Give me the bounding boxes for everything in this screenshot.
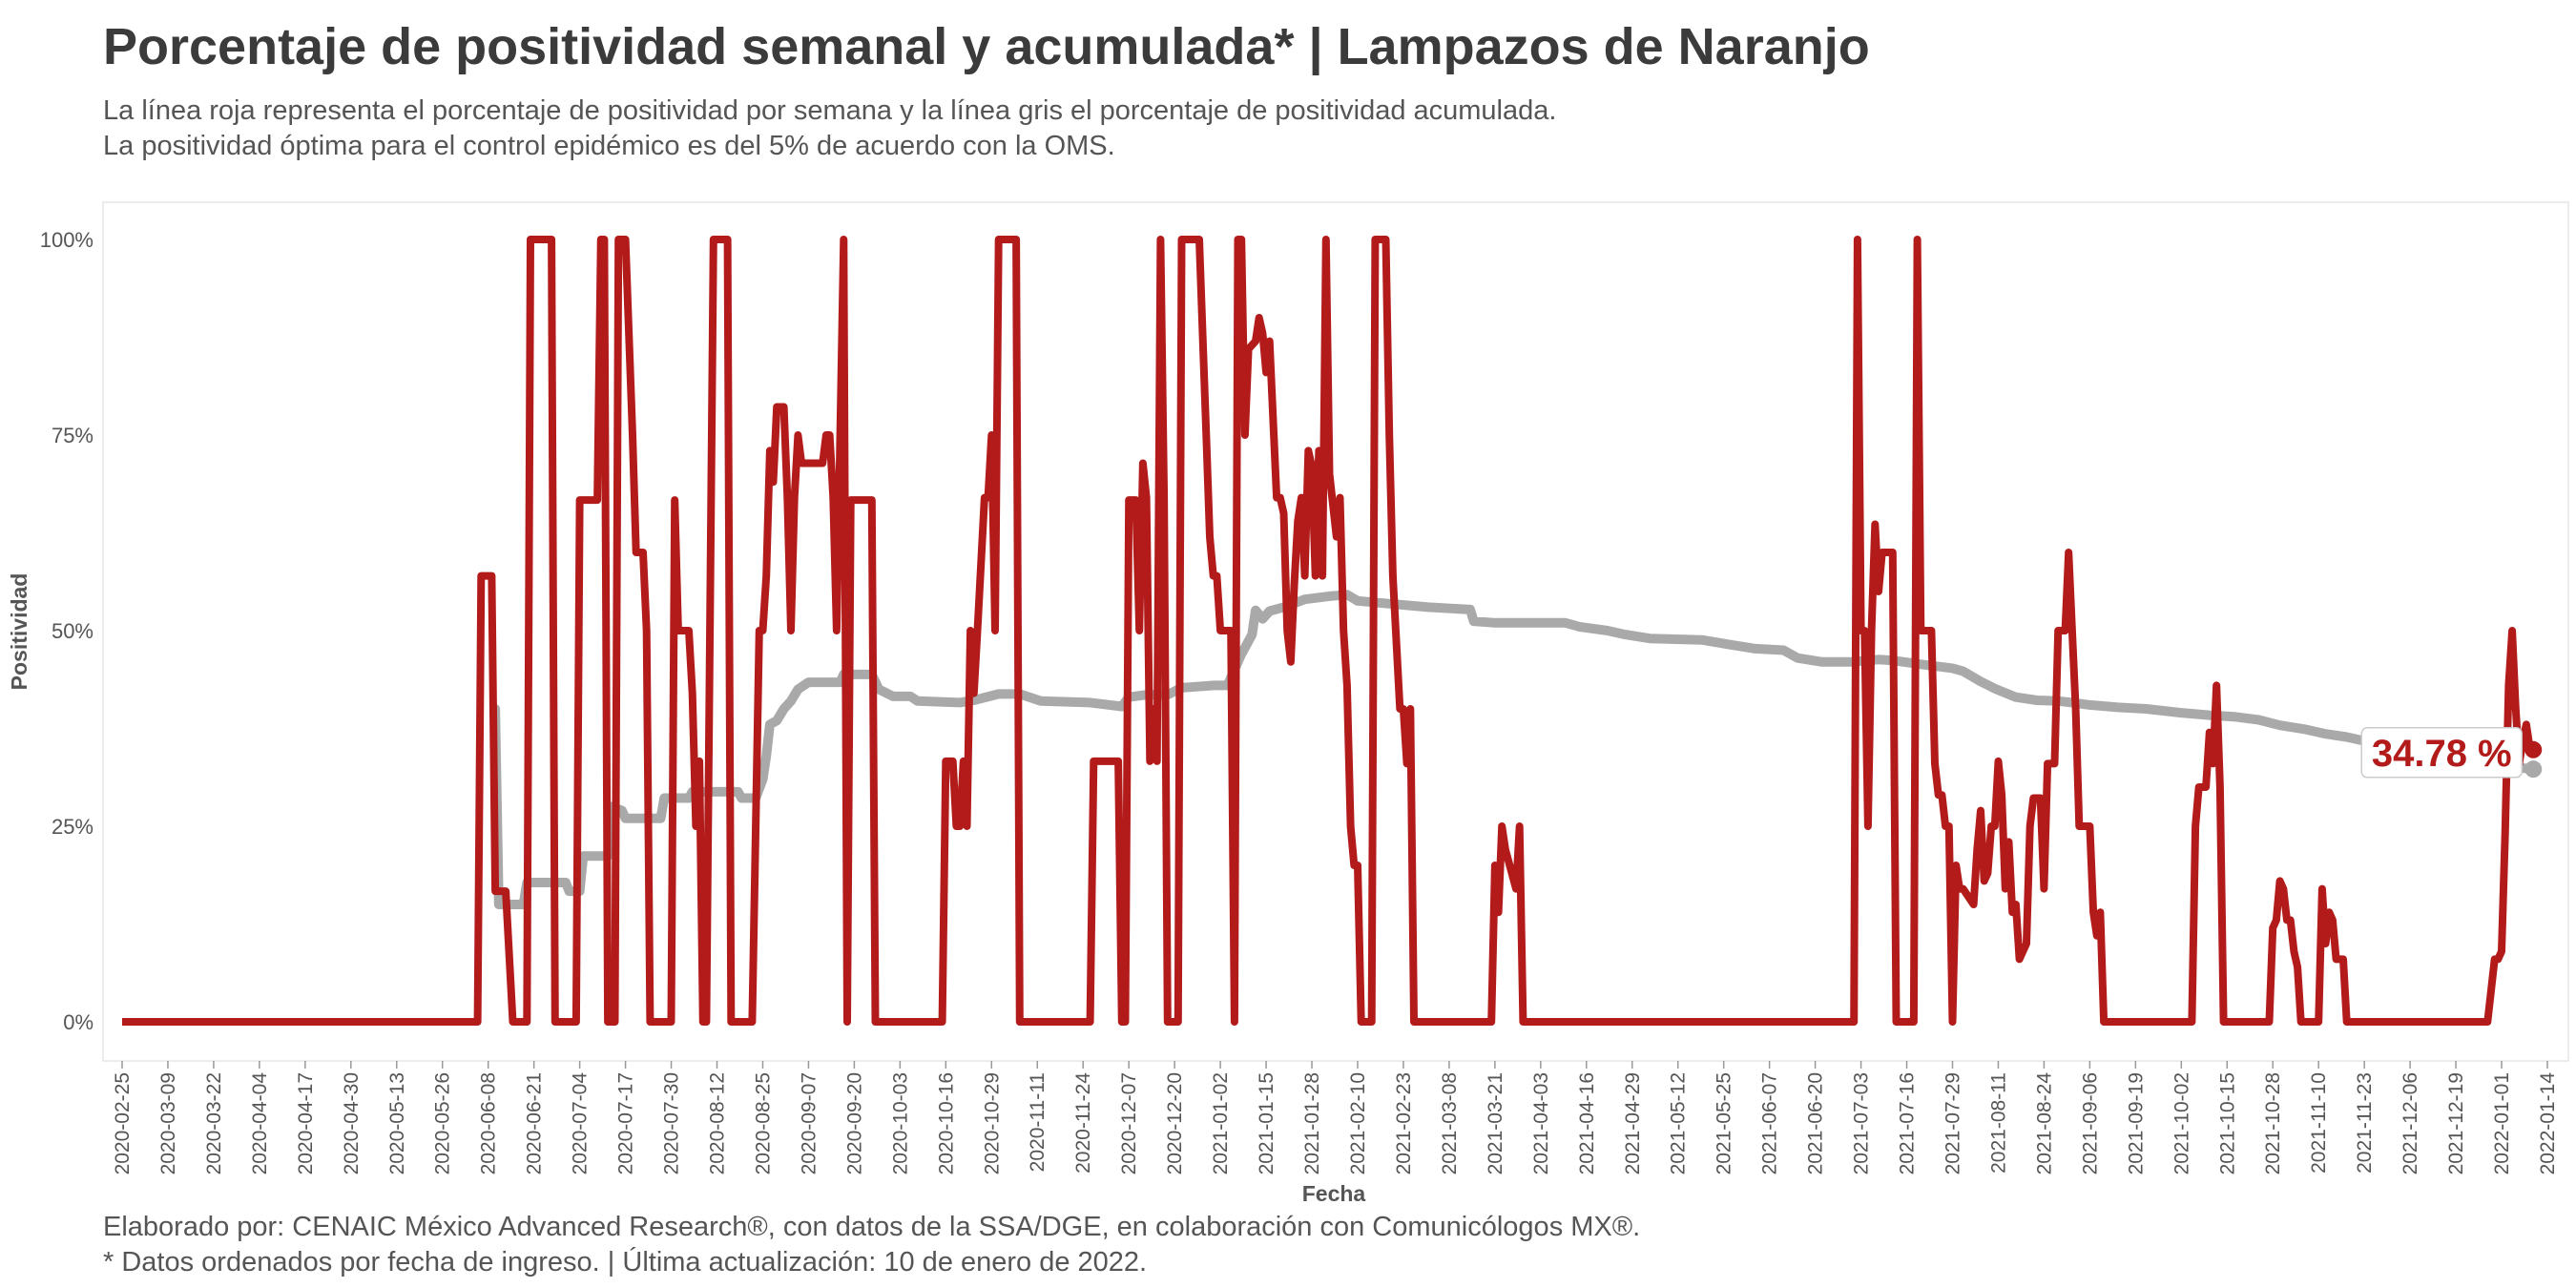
x-tick-label: 2021-11-23 — [2354, 1072, 2376, 1174]
x-tick-label: 2020-04-04 — [249, 1072, 271, 1175]
x-tick-label: 2021-06-07 — [1759, 1072, 1781, 1174]
x-tick-label: 2021-02-10 — [1347, 1072, 1369, 1174]
x-tick-label: 2021-07-16 — [1897, 1072, 1919, 1174]
x-tick-label: 2021-06-20 — [1805, 1072, 1827, 1174]
x-tick-label: 2020-08-25 — [752, 1072, 774, 1174]
cumulative-end-point — [2524, 760, 2543, 779]
y-axis-ticks: 0% 25% 50% 75% 100% — [40, 228, 93, 1034]
x-tick-label: 2021-05-12 — [1668, 1072, 1690, 1174]
x-tick-label: 2021-10-02 — [2171, 1072, 2192, 1174]
x-tick-label: 2020-10-03 — [889, 1072, 911, 1174]
x-tick-label: 2020-02-25 — [112, 1072, 134, 1174]
x-tick-label: 2020-04-17 — [295, 1072, 317, 1174]
x-tick-label: 2020-11-24 — [1072, 1072, 1094, 1174]
x-tick-label: 2021-03-21 — [1485, 1072, 1506, 1174]
x-tick-label: 2020-08-12 — [707, 1072, 729, 1174]
y-tick-label: 25% — [52, 815, 93, 839]
x-tick-label: 2020-12-20 — [1164, 1072, 1186, 1174]
caption-line-2: * Datos ordenados por fecha de ingreso. … — [103, 1247, 1148, 1278]
y-axis-title: Positividad — [7, 573, 31, 691]
plot-panel — [102, 201, 2569, 1062]
x-tick-label: 2020-03-22 — [203, 1072, 225, 1174]
x-tick-label: 2021-07-03 — [1851, 1072, 1873, 1174]
x-tick-label: 2020-03-09 — [157, 1072, 179, 1174]
subtitle-line-2: La positividad óptima para el control ep… — [103, 131, 1115, 161]
x-tick-label: 2020-07-04 — [570, 1072, 592, 1175]
chart-caption: Elaborado por: CENAIC México Advanced Re… — [103, 1210, 1640, 1280]
weekly-positivity-line — [122, 236, 2535, 1026]
x-tick-label: 2020-05-13 — [386, 1072, 408, 1174]
x-tick-label: 2020-09-07 — [798, 1072, 820, 1174]
last-value-text: 34.78 % — [2372, 733, 2512, 775]
x-tick-label: 2021-04-29 — [1622, 1072, 1644, 1174]
last-value-label: 34.78 % — [2360, 727, 2523, 779]
chart-subtitle: La línea roja representa el porcentaje d… — [103, 93, 1556, 164]
x-tick-label: 2021-08-11 — [1987, 1072, 2009, 1174]
x-tick-label: 2020-05-26 — [432, 1072, 454, 1174]
x-tick-label: 2021-01-15 — [1256, 1072, 1278, 1174]
x-tick-label: 2021-02-23 — [1393, 1072, 1415, 1174]
x-tick-label: 2022-01-01 — [2491, 1072, 2513, 1174]
x-axis-ticks: 2020-02-25 2020-03-09 2020-03-22 2020-04-04… — [112, 1061, 2559, 1174]
x-tick-label: 2020-04-30 — [341, 1072, 363, 1174]
x-tick-label: 2020-06-21 — [524, 1072, 546, 1174]
subtitle-line-1: La línea roja representa el porcentaje d… — [103, 95, 1557, 126]
x-tick-label: 2020-10-29 — [981, 1072, 1003, 1174]
weekly-end-point — [2524, 740, 2543, 758]
x-tick-label: 2021-01-02 — [1210, 1072, 1232, 1174]
y-tick-label: 75% — [52, 424, 93, 447]
x-tick-label: 2020-11-11 — [1027, 1072, 1049, 1172]
x-tick-label: 2021-09-06 — [2079, 1072, 2101, 1174]
x-tick-label: 2020-07-17 — [615, 1072, 637, 1174]
x-tick-label: 2020-12-07 — [1118, 1072, 1140, 1174]
x-tick-label: 2021-10-28 — [2262, 1072, 2284, 1174]
y-tick-label: 50% — [52, 619, 93, 643]
x-tick-label: 2021-04-03 — [1530, 1072, 1552, 1174]
x-tick-label: 2022-01-14 — [2537, 1072, 2559, 1175]
x-tick-label: 2021-12-06 — [2399, 1072, 2421, 1174]
x-tick-label: 2021-01-28 — [1301, 1072, 1323, 1174]
x-tick-label: 2020-06-08 — [478, 1072, 500, 1174]
x-tick-label: 2021-08-24 — [2033, 1072, 2055, 1175]
x-tick-label: 2021-10-15 — [2216, 1072, 2238, 1174]
x-tick-label: 2021-07-29 — [1942, 1072, 1963, 1174]
y-tick-label: 100% — [40, 228, 93, 252]
x-tick-label: 2021-03-08 — [1439, 1072, 1461, 1174]
x-tick-label: 2021-09-19 — [2125, 1072, 2147, 1174]
y-tick-label: 0% — [63, 1010, 93, 1034]
x-tick-label: 2021-04-16 — [1576, 1072, 1598, 1174]
x-tick-label: 2020-09-20 — [843, 1072, 865, 1174]
x-tick-label: 2021-12-19 — [2445, 1072, 2467, 1174]
x-tick-label: 2021-05-25 — [1714, 1072, 1735, 1174]
chart-title: Porcentaje de positividad semanal y acum… — [103, 18, 1870, 75]
last-value-box — [2360, 727, 2523, 779]
x-tick-label: 2020-07-30 — [661, 1072, 683, 1174]
x-tick-label: 2020-10-16 — [935, 1072, 957, 1174]
x-tick-label: 2021-11-10 — [2308, 1072, 2330, 1174]
x-axis-title: Fecha — [1302, 1181, 1366, 1206]
caption-line-1: Elaborado por: CENAIC México Advanced Re… — [103, 1212, 1641, 1242]
